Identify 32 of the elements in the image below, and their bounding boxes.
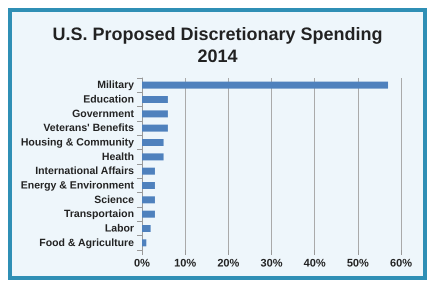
chart-title: U.S. Proposed Discretionary Spending 2014: [52, 24, 383, 66]
y-tick-label: Military: [97, 79, 134, 92]
bar: [142, 153, 164, 160]
bar: [142, 82, 388, 89]
x-tick-label: 10%: [174, 258, 196, 270]
bar: [142, 225, 151, 232]
x-tick-label: 40%: [304, 258, 326, 270]
y-tick-label: Labor: [104, 222, 134, 234]
y-tick-label: International Affairs: [35, 165, 134, 178]
x-tick-label: 30%: [260, 258, 283, 270]
y-tick-label: Veterans' Benefits: [43, 122, 134, 134]
y-tick-label: Health: [102, 150, 134, 163]
x-tick-label: 60%: [390, 258, 412, 270]
y-tick-label: Education: [83, 94, 134, 106]
y-tick-label: Housing & Community: [20, 136, 134, 148]
bar: [142, 96, 168, 103]
y-tick-label: Food & Agriculture: [39, 236, 134, 249]
bar: [142, 182, 155, 189]
x-tick-label: 50%: [346, 258, 370, 270]
bar: [142, 139, 164, 146]
bar: [142, 110, 168, 118]
y-tick-label: Transportaion: [64, 208, 134, 220]
bar: [142, 124, 168, 132]
x-tick-label: 0%: [134, 258, 150, 270]
y-tick-label: Science: [94, 194, 134, 206]
bar: [142, 196, 155, 204]
x-tick-label: 20%: [217, 258, 240, 270]
bar: [142, 210, 155, 218]
y-tick-label: Government: [72, 108, 134, 120]
bar: [142, 239, 146, 246]
bar: [142, 168, 155, 175]
y-tick-label: Energy & Environment: [20, 180, 134, 192]
